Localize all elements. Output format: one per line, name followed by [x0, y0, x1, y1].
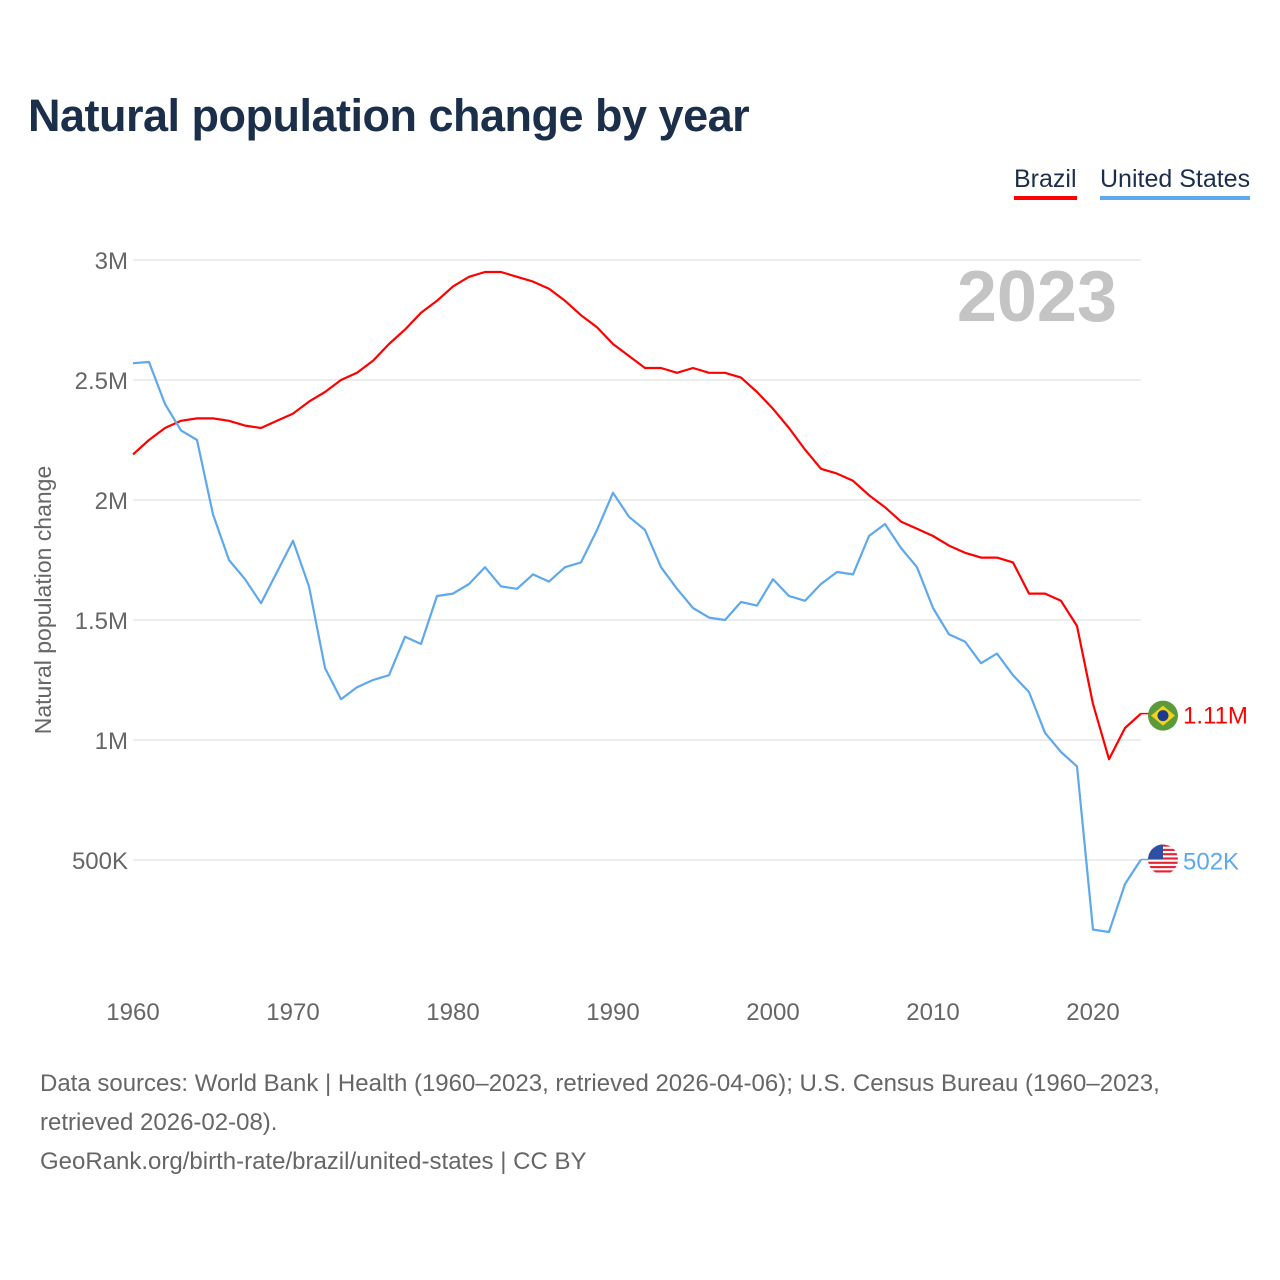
- y-axis-label: Natural population change: [30, 466, 56, 735]
- source-link[interactable]: GeoRank.org/birth-rate/brazil/united-sta…: [40, 1148, 587, 1175]
- y-tick-label: 1.5M: [75, 608, 128, 635]
- data-sources: Data sources: World Bank | Health (1960–…: [40, 1070, 1160, 1136]
- y-tick-label: 2M: [95, 488, 128, 515]
- end-value-label: 1.11M: [1183, 703, 1248, 730]
- legend-item-brazil[interactable]: Brazil: [1014, 165, 1077, 200]
- x-tick-label: 1980: [426, 999, 479, 1026]
- x-tick-label: 1990: [586, 999, 639, 1026]
- y-tick-label: 3M: [95, 248, 128, 275]
- x-tick-label: 2010: [906, 999, 959, 1026]
- x-tick-label: 2000: [746, 999, 799, 1026]
- chart-title: Natural population change by year: [28, 90, 750, 141]
- x-tick-label: 2020: [1066, 999, 1119, 1026]
- series-line-brazil: [132, 270, 1142, 761]
- x-tick-label: 1960: [106, 999, 159, 1026]
- y-tick-label: 500K: [72, 848, 128, 875]
- series-line-united-states: [132, 360, 1142, 934]
- legend-item-united-states[interactable]: United States: [1100, 165, 1251, 200]
- end-value-label: 502K: [1183, 849, 1239, 876]
- year-watermark: 2023: [957, 257, 1117, 337]
- brazil-flag-icon: [1148, 700, 1178, 731]
- x-tick-label: 1970: [266, 999, 319, 1026]
- y-tick-label: 2.5M: [75, 368, 128, 395]
- us-flag-icon: [1148, 844, 1178, 875]
- line-chart: 500K 1M 1.5M 2M 2.5M 3M 1960 1970 1980 1990 2000 20…: [30, 248, 1248, 1026]
- y-tick-label: 1M: [95, 728, 128, 755]
